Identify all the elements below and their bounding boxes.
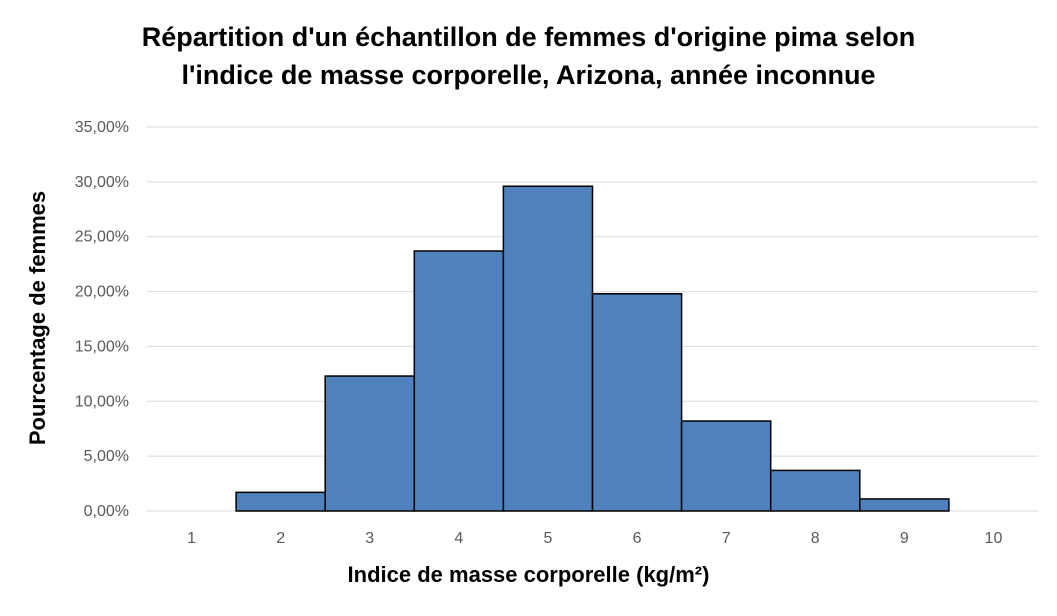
histogram-bar-2: [235, 491, 326, 512]
histogram-bar-4: [413, 250, 505, 512]
chart-title: Répartition d'un échantillon de femmes d…: [0, 18, 1057, 94]
y-tick-label: 15,00%: [75, 338, 129, 355]
y-tick-label: 25,00%: [75, 229, 129, 246]
x-tick-label: 9: [900, 530, 909, 547]
y-tick-label: 20,00%: [75, 284, 129, 301]
x-tick-label: 3: [365, 530, 374, 547]
histogram-bar-8: [769, 469, 861, 512]
chart-title-line-2: l'indice de masse corporelle, Arizona, a…: [181, 60, 876, 90]
histogram-bar-5: [502, 185, 594, 512]
histogram-bar-7: [680, 420, 772, 512]
x-tick-label: 6: [633, 530, 642, 547]
y-tick-label: 30,00%: [75, 174, 129, 191]
x-tick-label: 8: [811, 530, 820, 547]
histogram-bar-3: [324, 375, 416, 512]
y-tick-label: 35,00%: [75, 119, 129, 136]
y-tick-label: 0,00%: [84, 503, 129, 520]
y-tick-labels: 0,00% 5,00% 10,00% 15,00% 20,00% 25,00% 30,00%…: [75, 119, 129, 520]
histogram-bar-9: [859, 498, 950, 512]
x-tick-label: 5: [543, 530, 552, 547]
x-axis-label: Indice de masse corporelle (kg/m²): [347, 562, 710, 587]
y-tick-label: 10,00%: [75, 393, 129, 410]
x-tick-label: 10: [985, 530, 1003, 547]
y-tick-label: 5,00%: [84, 448, 129, 465]
chart-title-line-1: Répartition d'un échantillon de femmes d…: [141, 22, 916, 52]
x-tick-labels: 1 2 3 4 5 6 7 8 9 10: [187, 530, 1002, 547]
x-tick-label: 7: [722, 530, 731, 547]
x-tick-label: 4: [454, 530, 463, 547]
bars: [235, 185, 950, 512]
x-tick-label: 2: [276, 530, 285, 547]
x-tick-label: 1: [187, 530, 196, 547]
histogram-bar-6: [591, 293, 683, 512]
